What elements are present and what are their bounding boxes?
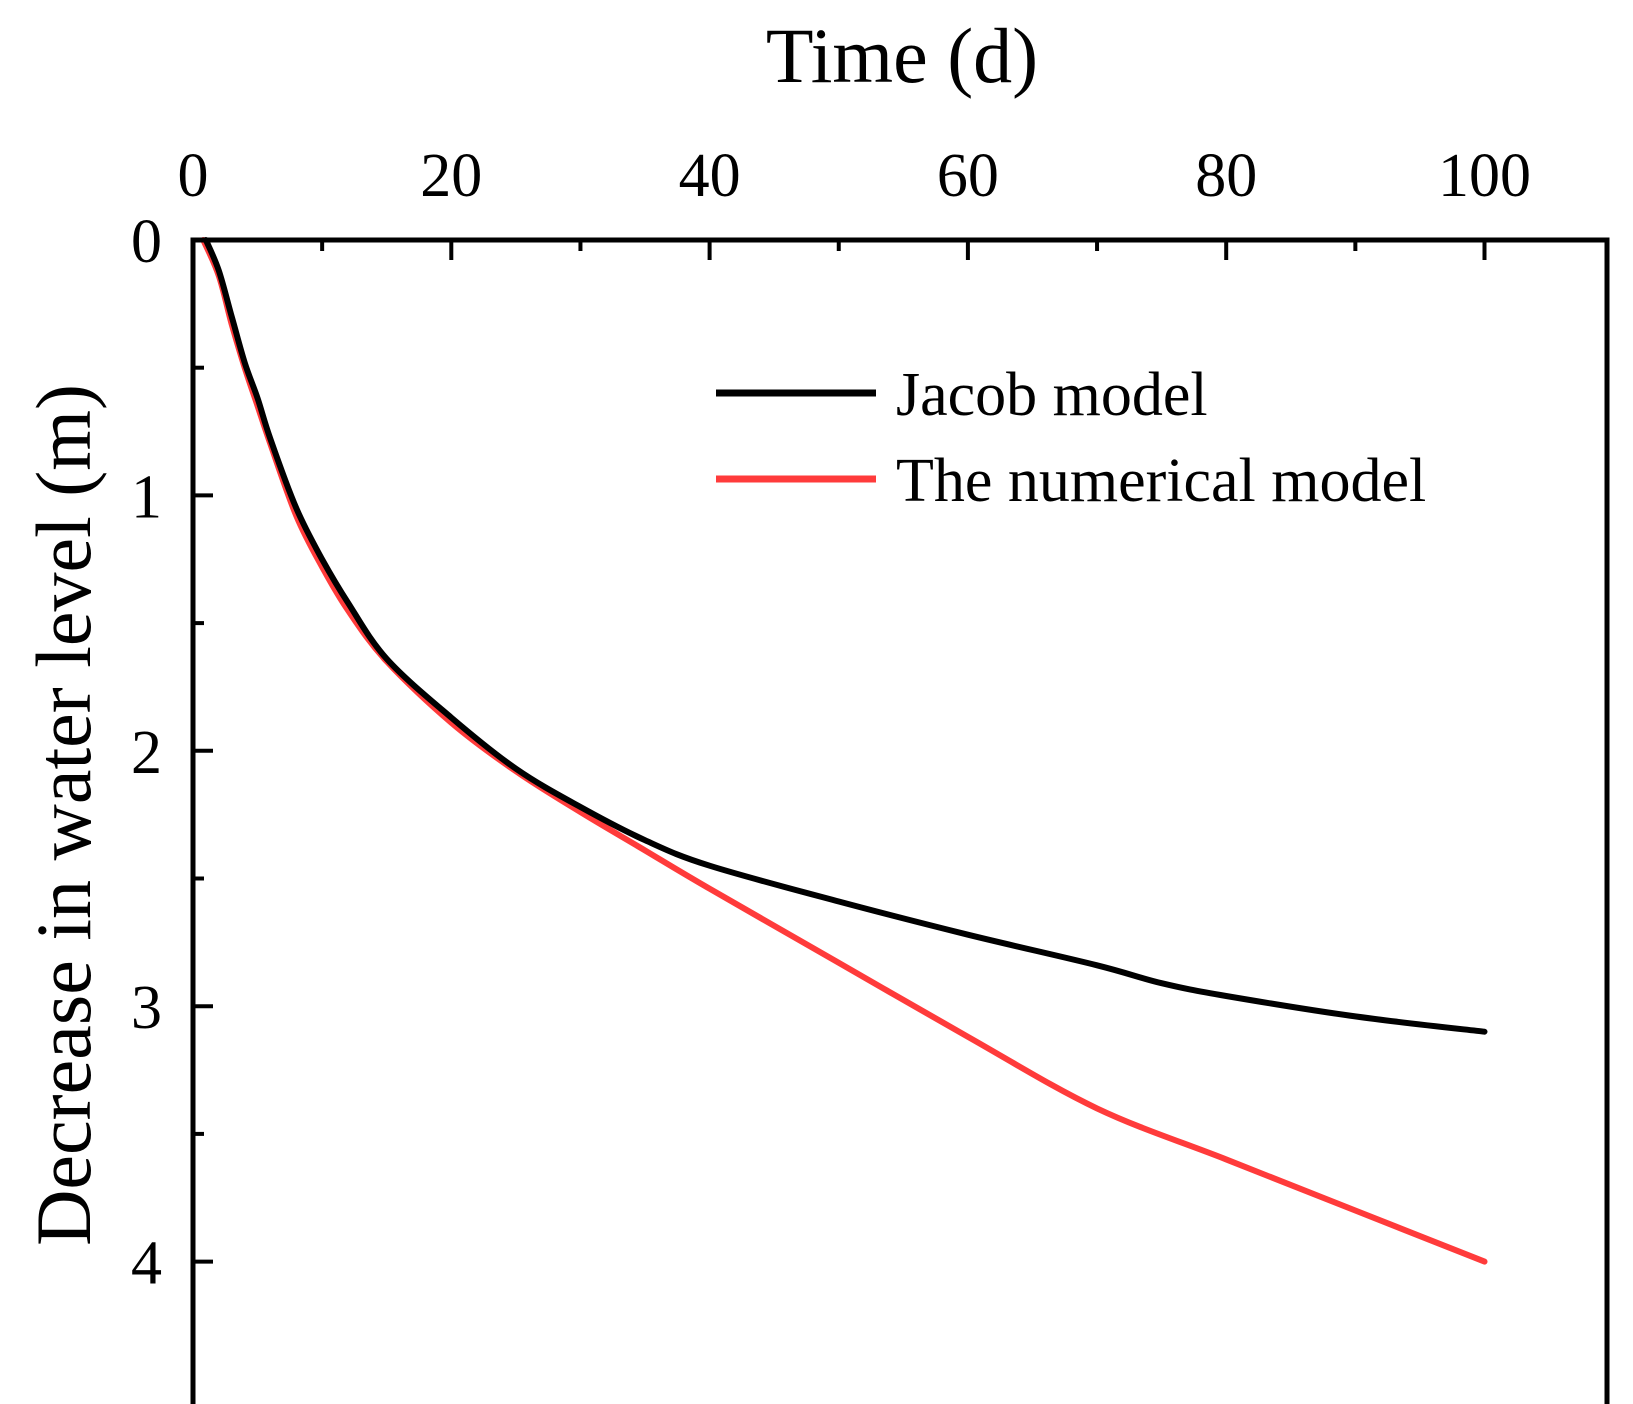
x-tick-label: 60 xyxy=(937,142,999,210)
x-tick-label: 0 xyxy=(178,142,209,210)
y-tick-label: 1 xyxy=(131,463,162,531)
legend-label-jacob-model: Jacob model xyxy=(896,361,1208,429)
y-tick-label: 2 xyxy=(131,719,162,787)
x-tick-label: 100 xyxy=(1438,142,1531,210)
legend-label-numerical-model: The numerical model xyxy=(896,447,1426,515)
tick-labels-layer: 0 20 40 60 80 100 0 1 2 3 4 xyxy=(131,142,1531,1298)
x-tick-label: 20 xyxy=(420,142,482,210)
y-tick-label: 4 xyxy=(131,1230,162,1298)
series-line-jacob-model xyxy=(202,237,1488,1035)
plot-frame xyxy=(190,237,1610,1404)
y-tick-label: 3 xyxy=(131,974,162,1042)
x-tick-label: 80 xyxy=(1195,142,1257,210)
legend: Jacob model The numerical model xyxy=(716,361,1426,515)
x-axis-title: Time (d) xyxy=(766,12,1038,99)
x-tick-label: 40 xyxy=(679,142,741,210)
series-layer xyxy=(200,237,1488,1265)
y-tick-label: 0 xyxy=(131,208,162,276)
y-axis-title: Decrease in water level (m) xyxy=(20,384,107,1246)
